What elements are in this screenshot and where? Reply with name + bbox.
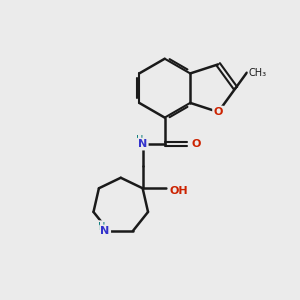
Text: H: H <box>136 135 143 145</box>
Text: O: O <box>214 107 223 117</box>
Text: O: O <box>191 139 201 149</box>
Text: N: N <box>138 139 147 149</box>
Text: N: N <box>100 226 110 236</box>
Text: H: H <box>98 221 105 232</box>
Text: CH₃: CH₃ <box>248 68 266 78</box>
Text: OH: OH <box>169 186 188 196</box>
